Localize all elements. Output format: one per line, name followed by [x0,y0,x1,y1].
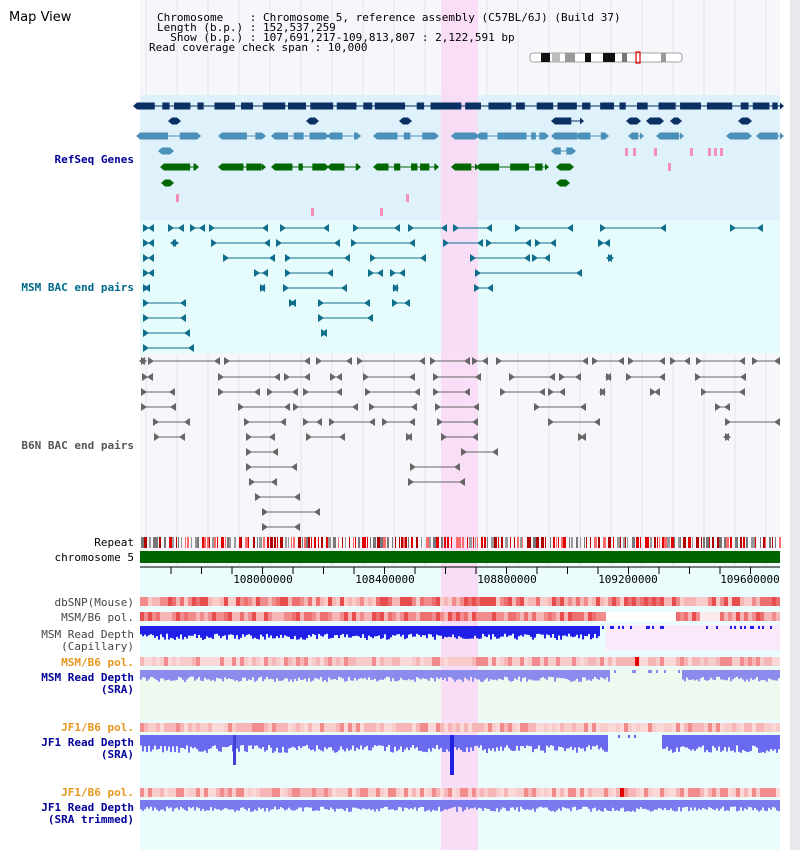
page-title: Map View [9,10,72,25]
label-jf1-pol-2: JF1/B6 pol. [61,786,134,799]
track-labels: RefSeq Genes MSM BAC end pairs B6N BAC e… [21,153,134,826]
b6n-bac-pairs [139,357,780,531]
info-coverage-span: Read coverage check span : 10,000 [149,41,368,54]
axis-tick-label: 108000000 [233,573,293,586]
label-jf1-depth-trimmed: JF1 Read Depth [41,801,134,814]
label-msm-pol-1: MSM/B6 pol. [61,611,134,624]
axis-tick-label: 108800000 [477,573,537,586]
coordinate-axis: 108000000 108400000 108800000 109200000 1096… [140,566,780,586]
label-jf1-depth-trimmed-sub: (SRA trimmed) [48,813,134,826]
label-refseq-genes: RefSeq Genes [55,153,134,166]
axis-tick-label: 108400000 [355,573,415,586]
read-depth-tracks [140,625,780,812]
label-jf1-depth-sra: JF1 Read Depth [41,736,134,749]
msm-bac-pairs [143,224,763,352]
info-show: Show (b.p.) : 107,691,217-109,813,807 : … [157,31,515,44]
label-jf1-pol-1: JF1/B6 pol. [61,721,134,734]
label-b6n-bac: B6N BAC end pairs [21,439,134,452]
info-chromosome: Chromosome : Chromosome 5, reference ass… [157,11,621,24]
polymorphism-heat-tracks [140,597,780,797]
axis-tick-label: 109600000 [720,573,780,586]
chromosome-ideogram[interactable] [529,51,683,64]
chromosome-bar [140,551,780,563]
label-msm-depth-sra-sub: (SRA) [101,683,134,696]
repeat-track [141,537,781,548]
label-msm-bac: MSM BAC end pairs [21,281,134,294]
label-jf1-depth-sra-sub: (SRA) [101,748,134,761]
label-repeat: Repeat [94,536,134,549]
label-msm-depth-sra: MSM Read Depth [41,671,134,684]
selected-region-highlight [441,0,478,850]
refseq-genes [133,102,784,216]
label-msm-depth-capillary: MSM Read Depth [41,628,134,641]
label-dbsnp: dbSNP(Mouse) [55,596,134,609]
axis-tick-label: 109200000 [598,573,658,586]
label-msm-depth-capillary-sub: (Capillary) [61,640,134,653]
label-msm-pol-2: MSM/B6 pol. [61,656,134,669]
info-length: Length (b.p.) : 152,537,259 [157,21,336,34]
label-chromosome: chromosome 5 [55,551,134,564]
right-scrollbar[interactable] [790,0,800,850]
